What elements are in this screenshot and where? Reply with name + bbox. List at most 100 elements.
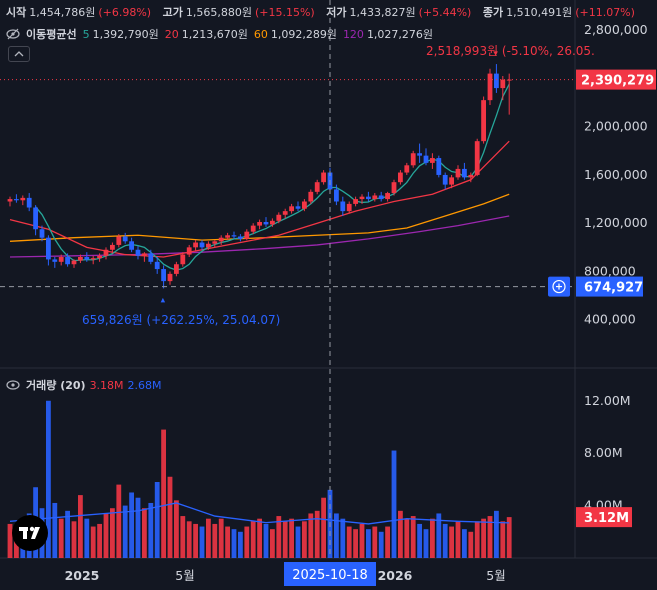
candle-body [116, 236, 122, 245]
volume-bar [186, 521, 192, 558]
candle-body [250, 225, 256, 232]
volume-bar [474, 521, 480, 558]
candle-body [14, 199, 19, 201]
legend-close-value: 1,510,491원 [506, 6, 573, 19]
crosshair-price-label: 674,927 [584, 281, 643, 296]
candle-body [321, 172, 326, 183]
volume-bar [270, 529, 275, 558]
candle-body [289, 206, 294, 212]
volume-bar [231, 529, 237, 558]
legend-high-change: (+15.15%) [254, 6, 315, 19]
candle-body [231, 235, 237, 237]
volume-bar [321, 497, 326, 558]
candle-body [244, 231, 250, 239]
volume-bar [455, 521, 461, 558]
candle-body [122, 236, 128, 242]
candle-body [97, 255, 102, 259]
volume-bar [122, 505, 128, 558]
volume-bar [442, 523, 448, 558]
volume-bar [378, 531, 384, 558]
time-tick-label: 2026 [378, 568, 413, 583]
legend-open-value: 1,454,786원 [29, 6, 96, 19]
volume-bar [353, 529, 358, 558]
candle-body [52, 259, 58, 262]
volume-bar [135, 497, 141, 558]
ma60-value: 1,092,289원 [270, 28, 337, 41]
last-volume-tag [576, 507, 632, 528]
candle-body [436, 158, 442, 175]
price-tick-label: 1,600,000 [584, 167, 648, 182]
eye-icon[interactable] [6, 379, 20, 391]
candle-body [359, 196, 365, 200]
candle-body [410, 153, 416, 166]
candle-body [340, 201, 346, 212]
volume-legend-value-2: 2.68M [127, 378, 162, 392]
candle-body [154, 261, 160, 270]
volume-bar [468, 531, 474, 558]
volume-bar [423, 529, 429, 558]
volume-bar [308, 513, 314, 558]
eye-slash-icon[interactable] [6, 28, 20, 40]
candle-body [46, 237, 51, 260]
volume-bar [494, 510, 499, 558]
time-tick-label: 5월 [175, 568, 194, 583]
candle-body [39, 229, 45, 238]
volume-bar [46, 400, 51, 558]
volume-bar [129, 492, 134, 558]
candle-body [398, 172, 403, 183]
tradingview-logo[interactable] [12, 515, 48, 551]
candle-body [84, 256, 90, 260]
volume-bar [500, 521, 506, 558]
volume-tick-label: 8.00M [584, 445, 623, 460]
candle-body [263, 222, 269, 225]
candle-body [142, 253, 147, 256]
candle-body [71, 260, 77, 265]
candle-body [500, 79, 506, 89]
candle-body [468, 174, 474, 178]
legend-low-change: (+5.44%) [418, 6, 472, 19]
candle-body [487, 73, 493, 101]
price-tick-label: 400,000 [584, 312, 636, 327]
candle-body [372, 195, 378, 200]
candle-body [417, 153, 422, 156]
candle-body [33, 207, 38, 230]
volume-bar [430, 518, 435, 558]
candle-body [295, 206, 301, 209]
legend-close-key: 종가 [482, 6, 504, 19]
volume-bar [410, 516, 416, 558]
candle-body [455, 168, 461, 178]
volume-bar [244, 526, 250, 558]
ma5-value: 1,392,790원 [92, 28, 159, 41]
volume-bar [78, 495, 83, 558]
volume-bar [417, 523, 422, 558]
collapse-legend-button[interactable] [8, 46, 30, 62]
volume-bar [289, 518, 294, 558]
candle-body [90, 258, 96, 260]
volume-bar [180, 516, 186, 558]
candle-body [276, 214, 282, 221]
volume-legend-label: 거래량 (20) [26, 379, 86, 392]
legend-open-key: 시작 [6, 6, 27, 19]
volume-bar [65, 510, 70, 558]
legend-high-key: 고가 [162, 6, 183, 19]
candle-body [180, 254, 186, 265]
volume-ma-line [9, 502, 510, 525]
volume-bar [218, 518, 224, 558]
high-marker-icon: ▾ [493, 49, 498, 59]
candle-body [199, 242, 205, 248]
volume-bar [366, 529, 371, 558]
candle-body [212, 241, 218, 244]
candle-body [225, 235, 230, 238]
volume-bar [449, 526, 454, 558]
volume-bar [148, 502, 154, 558]
candle-body [103, 249, 109, 256]
ma60-period: 60 [253, 27, 268, 41]
candle-body [314, 182, 320, 192]
ma20-period: 20 [164, 27, 179, 41]
volume-bar [385, 526, 390, 558]
ma5-line [35, 83, 510, 271]
ohlc-legend: 시작 1,454,786원 (+6.98%) 고가 1,565,880원 (+15.15… [6, 4, 643, 20]
candle-body [26, 197, 32, 208]
candle-body [334, 189, 339, 202]
